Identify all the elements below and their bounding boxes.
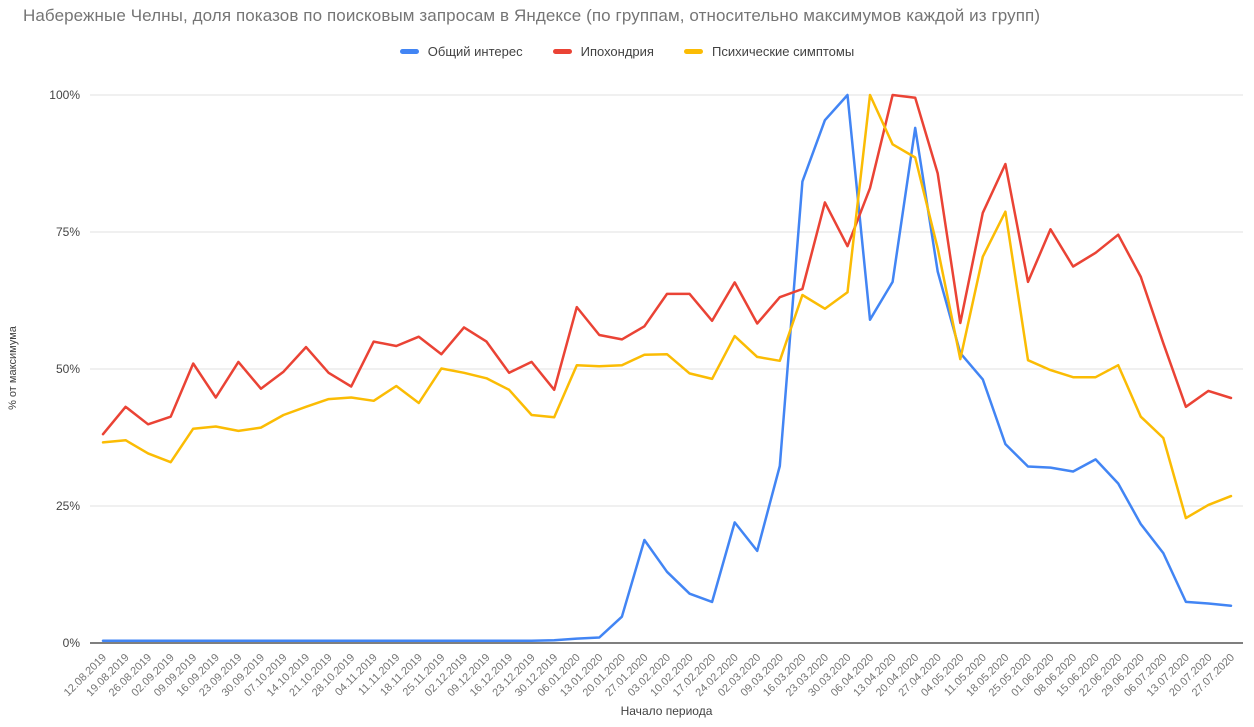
y-tick-label: 75%: [56, 225, 80, 239]
legend-label: Ипохондрия: [580, 43, 654, 59]
legend-marker-icon: [399, 48, 419, 54]
series-line-1[interactable]: [101, 93, 1233, 643]
legend-item-3[interactable]: Психические симптомы: [683, 43, 855, 59]
y-tick-label: 100%: [49, 88, 80, 102]
legend-marker-icon: [683, 48, 703, 54]
x-axis-title: Начало периода: [620, 704, 713, 718]
legend-marker-icon: [552, 48, 572, 54]
legend-label: Психические симптомы: [711, 43, 855, 59]
y-tick-label: 0%: [63, 636, 81, 650]
series-line-3[interactable]: [101, 93, 1233, 520]
legend-item-2[interactable]: Ипохондрия: [552, 43, 654, 59]
legend-item-1[interactable]: Общий интерес: [399, 43, 523, 59]
y-tick-label: 25%: [56, 499, 80, 513]
legend-label: Общий интерес: [427, 43, 523, 59]
y-tick-label: 50%: [56, 362, 80, 376]
series-line-2[interactable]: [101, 93, 1233, 436]
legend: Общий интерес Ипохондрия Психические симпт…: [0, 41, 1254, 61]
chart-title: Набережные Челны, доля показов по поиско…: [23, 6, 1041, 25]
